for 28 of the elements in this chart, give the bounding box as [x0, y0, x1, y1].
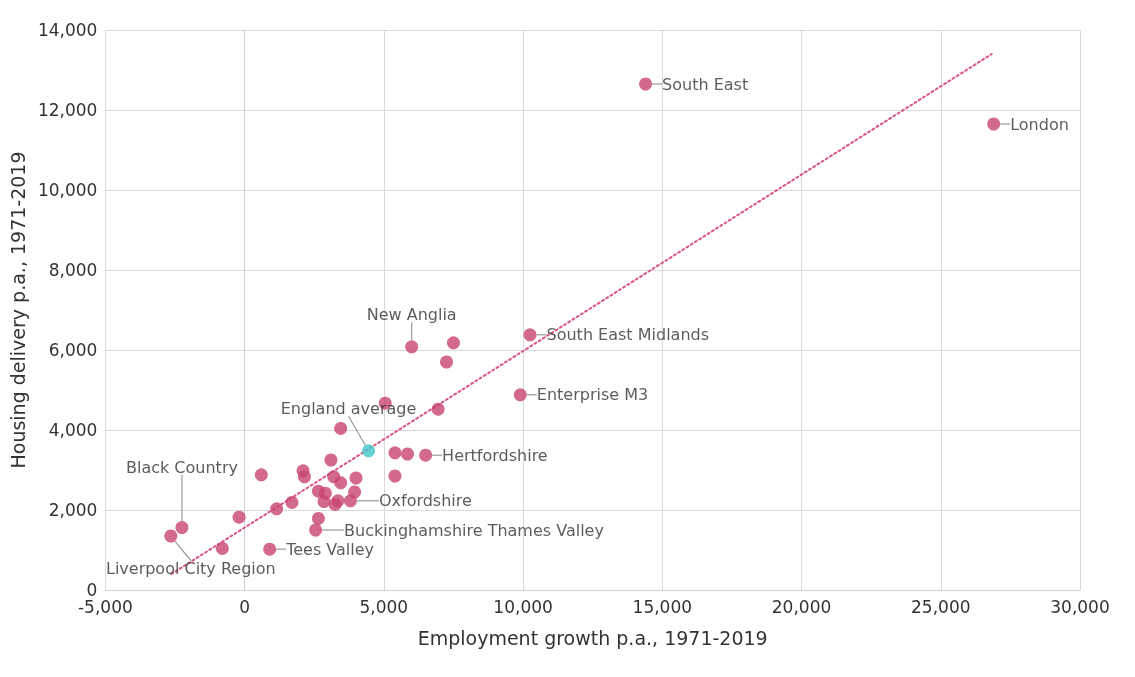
annotation: South East [662, 74, 749, 94]
y-tick-label: 14,000 [37, 20, 98, 40]
annotation: South East Midlands [546, 325, 710, 345]
x-tick-label: 20,000 [771, 596, 832, 617]
annotation: Oxfordshire [378, 491, 472, 511]
y-tick-label: 2,000 [48, 500, 98, 520]
y-tick-label: 10,000 [37, 180, 98, 200]
x-tick-label: 15,000 [632, 596, 693, 617]
annotation: Hertfordshire [442, 445, 548, 465]
annotation: London [1010, 114, 1069, 134]
annotation: New Anglia [366, 304, 457, 324]
y-tick-label: 4,000 [48, 420, 98, 440]
y-tick-label: 12,000 [37, 100, 98, 120]
annotation: Buckinghamshire Thames Valley [344, 520, 604, 540]
annotation: Enterprise M3 [536, 385, 649, 405]
annotation: England average [280, 398, 417, 418]
x-tick-label: 0 [239, 596, 251, 617]
annotation: Black Country [125, 457, 238, 477]
x-tick-label: 10,000 [493, 596, 553, 617]
x-tick-label: 30,000 [1050, 596, 1110, 617]
annotation: Tees Valley [285, 539, 375, 559]
annotation: Liverpool City Region [105, 559, 276, 578]
y-axis-title: Housing delivery p.a., 1971-2019 [6, 151, 29, 469]
x-tick-label: 25,000 [911, 596, 971, 617]
x-axis-title: Employment growth p.a., 1971-2019 [417, 626, 768, 649]
y-tick-label: 8,000 [48, 260, 98, 280]
y-tick-label: 6,000 [48, 340, 98, 360]
x-tick-label: 5,000 [359, 596, 409, 617]
